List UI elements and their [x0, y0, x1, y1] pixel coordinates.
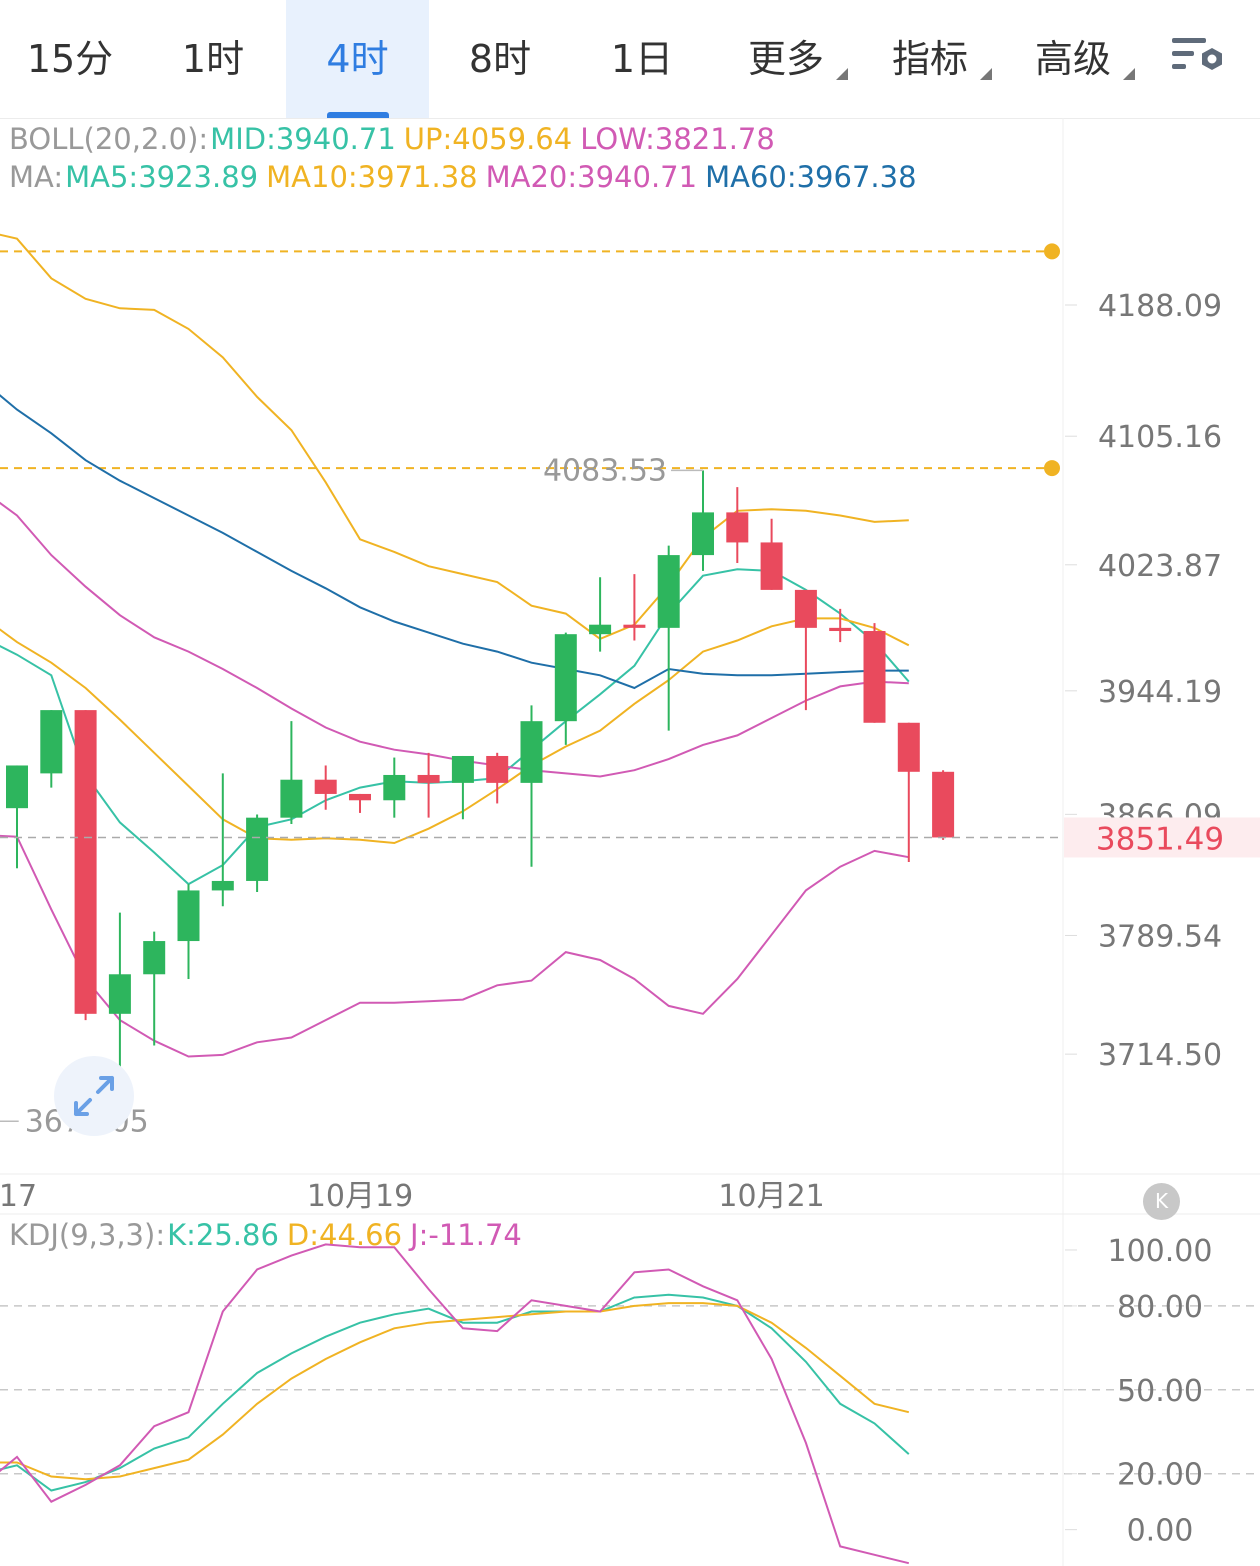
candle-up — [246, 817, 269, 881]
kdj-k-value: K:25.86 — [167, 1218, 279, 1252]
candle-down — [932, 771, 955, 838]
x-tick-label: 10月19 — [307, 1179, 413, 1214]
tab-1h[interactable]: 1时 — [143, 0, 283, 118]
tab-more-label: 更多 — [747, 37, 824, 81]
candle-up — [451, 755, 474, 783]
active-tab-indicator — [326, 112, 389, 118]
candle-up — [6, 765, 28, 809]
ma20-value: MA20:3940.71 — [485, 160, 698, 194]
y-tick-label: 3944.19 — [1098, 675, 1222, 710]
kdj-tick-label: 20.00 — [1117, 1458, 1203, 1493]
dropdown-triangle-icon — [1123, 68, 1135, 80]
candle-down — [623, 624, 646, 628]
candle-up — [589, 624, 612, 635]
series-line-boll-up — [0, 233, 909, 641]
candle-down — [486, 755, 509, 783]
tab-indicators-label: 指标 — [891, 37, 968, 81]
tab-15m[interactable]: 15分 — [0, 0, 140, 118]
boll-mid-value: MID:3940.71 — [210, 122, 396, 156]
kdj-tick-label: 0.00 — [1127, 1514, 1194, 1549]
current-price-label: 3851.49 — [1096, 821, 1224, 857]
boll-legend: BOLL(20,2.0):MID:3940.71 UP:4059.64 LOW:38… — [9, 122, 783, 156]
price-alert-marker — [1044, 460, 1060, 477]
tab-1d[interactable]: 1日 — [572, 0, 712, 118]
ma10-value: MA10:3971.38 — [266, 160, 478, 194]
candle-down — [794, 589, 817, 628]
tab-1d-label: 1日 — [610, 37, 674, 81]
candle-up — [554, 634, 577, 722]
price-alert-marker — [1044, 243, 1060, 260]
tab-15m-label: 15分 — [26, 37, 114, 81]
kdj-line-j — [0, 1243, 910, 1565]
candle-down — [74, 710, 97, 1014]
candle-up — [280, 779, 303, 818]
tab-indicators[interactable]: 指标 — [860, 0, 1000, 118]
high-marker-label: 4083.53 — [543, 453, 667, 488]
tab-4h-label: 4时 — [326, 37, 389, 81]
dropdown-triangle-icon — [836, 68, 848, 80]
candle-up — [211, 880, 234, 891]
kdj-line-k — [0, 1293, 910, 1492]
tab-1h-label: 1时 — [181, 37, 245, 81]
candle-up — [692, 512, 714, 556]
series-line-boll-low — [0, 834, 909, 1058]
candle-up — [657, 555, 680, 628]
y-tick-label: 4105.16 — [1098, 420, 1222, 455]
timeframe-tabs: 15分 1时 4时 8时 1日 更多 指标 高级 — [0, 0, 1260, 119]
candle-up — [383, 774, 406, 801]
kline-mode-icon[interactable]: K — [1143, 1183, 1180, 1220]
candle-down — [897, 722, 920, 772]
kdj-legend-name: KDJ(9,3,3): — [9, 1218, 166, 1252]
current-price-tag — [1064, 817, 1260, 858]
boll-up-value: UP:4059.64 — [403, 122, 573, 156]
y-tick-label: 4188.09 — [1098, 289, 1222, 324]
tab-8h[interactable]: 8时 — [430, 0, 570, 118]
y-tick-label: 3714.50 — [1098, 1038, 1222, 1073]
candle-down — [863, 631, 886, 723]
tab-advanced-label: 高级 — [1034, 37, 1111, 81]
candle-down — [726, 512, 749, 543]
tab-advanced[interactable]: 高级 — [1003, 0, 1143, 118]
candle-down — [417, 774, 440, 783]
ma5-value: MA5:3923.89 — [65, 160, 259, 194]
kdj-tick-label: 80.00 — [1117, 1290, 1203, 1325]
series-line-ma5 — [0, 568, 910, 886]
kdj-tick-label: 50.00 — [1117, 1374, 1203, 1409]
tab-more[interactable]: 更多 — [716, 0, 856, 118]
dropdown-triangle-icon — [980, 68, 992, 80]
tab-4h[interactable]: 4时 — [286, 0, 429, 118]
ma60-value: MA60:3967.38 — [705, 160, 917, 194]
x-tick-label: 10月21 — [718, 1179, 824, 1214]
expand-arrows-icon[interactable] — [54, 1056, 134, 1136]
chart-settings-icon[interactable] — [1170, 34, 1230, 84]
candle-up — [108, 974, 131, 1014]
kdj-tick-label: 100.00 — [1108, 1234, 1213, 1269]
boll-low-value: LOW:3821.78 — [580, 122, 775, 156]
candle-down — [314, 779, 337, 794]
x-tick-label: 17 — [0, 1179, 37, 1214]
y-tick-label: 4023.87 — [1098, 549, 1222, 584]
ma-legend: MA:MA5:3923.89 MA10:3971.38 MA20:3940.71 MA… — [9, 160, 925, 194]
series-line-ma20 — [0, 501, 909, 778]
candle-up — [177, 890, 200, 942]
candle-down — [760, 542, 783, 590]
series-line-ma60 — [0, 394, 909, 690]
candle-up — [143, 941, 166, 975]
series-line-ma10 — [0, 617, 910, 845]
y-tick-label: 3789.54 — [1098, 919, 1222, 954]
candle-down — [349, 793, 371, 801]
kdj-line-d — [0, 1302, 910, 1481]
candle-up — [520, 721, 543, 783]
boll-legend-name: BOLL(20,2.0): — [9, 122, 209, 156]
kdj-j-value: J:-11.74 — [410, 1218, 522, 1252]
tab-8h-label: 8时 — [468, 37, 532, 81]
candle-down — [829, 627, 852, 632]
candle-up — [40, 710, 63, 774]
ma-legend-name: MA: — [9, 160, 64, 194]
